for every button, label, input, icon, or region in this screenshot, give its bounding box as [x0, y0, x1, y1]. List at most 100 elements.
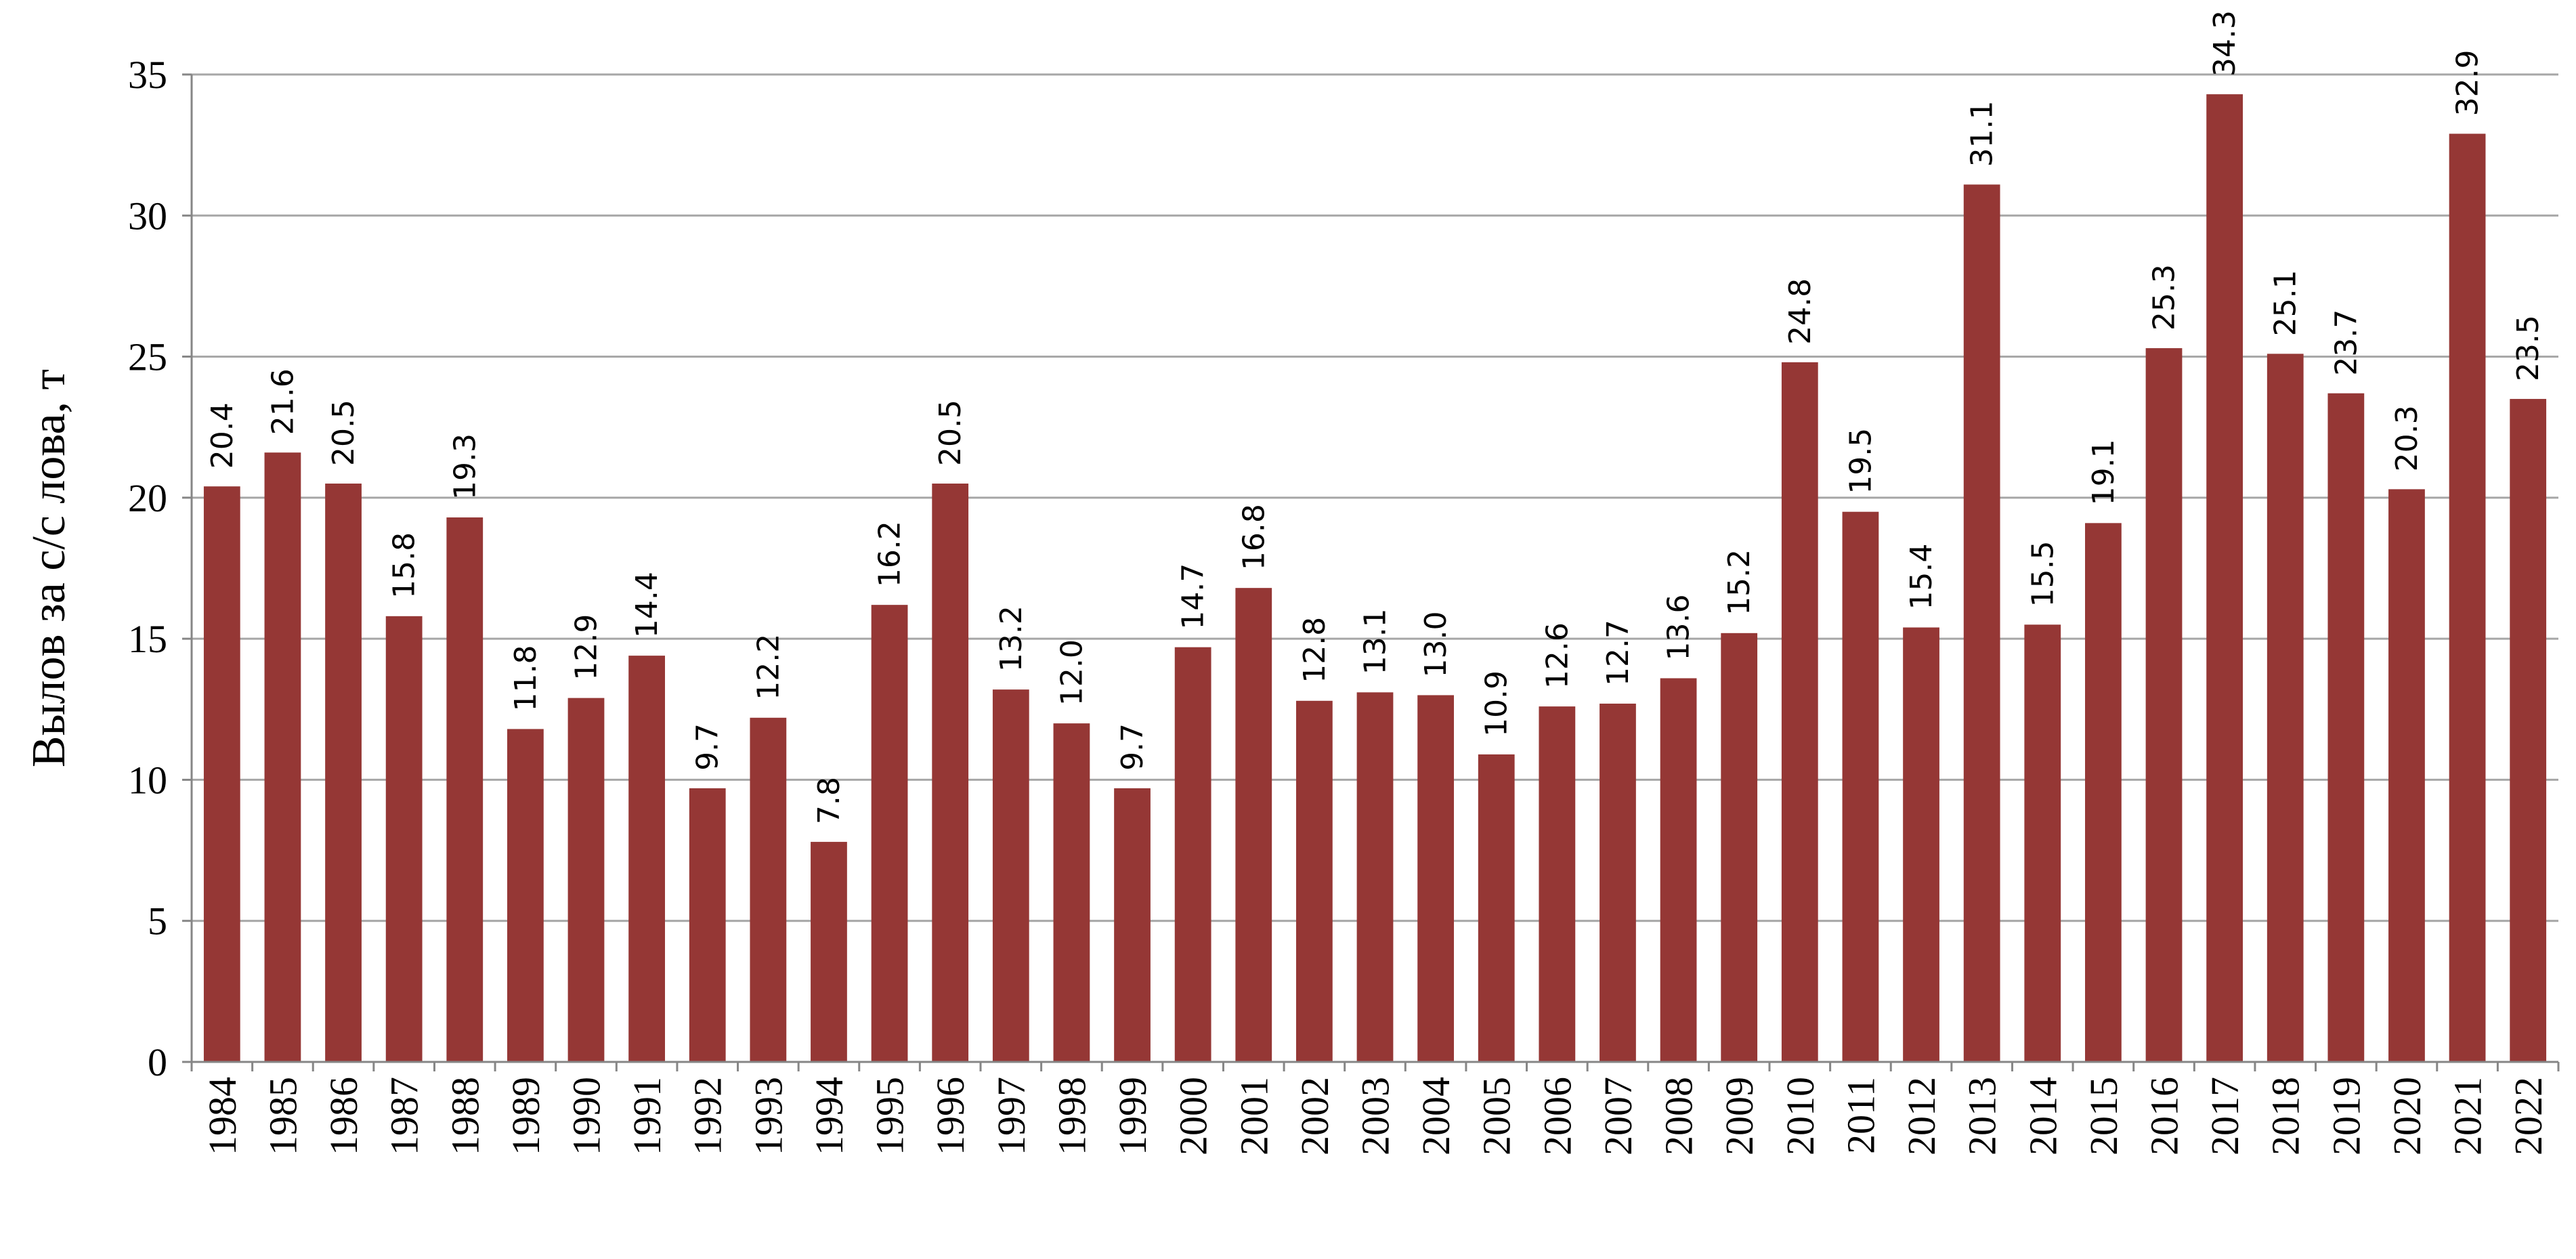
- bar: [1660, 678, 1697, 1062]
- x-tick-label: 2010: [1778, 1077, 1822, 1155]
- bar: [1721, 633, 1758, 1062]
- data-label: 21.6: [265, 368, 300, 435]
- bar: [567, 698, 605, 1062]
- bar: [1296, 700, 1333, 1062]
- x-tick-label: 1990: [565, 1077, 609, 1155]
- data-label: 19.3: [448, 433, 482, 500]
- x-tick-label: 2019: [2324, 1077, 2368, 1155]
- data-label: 12.8: [1297, 617, 1332, 683]
- x-tick-label: 1997: [989, 1077, 1033, 1155]
- data-label: 25.1: [2269, 270, 2303, 336]
- bar: [871, 605, 908, 1062]
- data-label: 9.7: [1115, 723, 1150, 771]
- bar: [811, 842, 847, 1062]
- bar: [2510, 399, 2547, 1062]
- bar: [750, 717, 787, 1062]
- x-tick-label: 2000: [1172, 1077, 1216, 1155]
- x-tick-label: 2008: [1657, 1077, 1701, 1155]
- bar: [1842, 511, 1879, 1062]
- data-label: 13.0: [1419, 611, 1453, 677]
- data-label: 20.3: [2390, 405, 2424, 471]
- data-label: 31.1: [1965, 100, 2000, 167]
- x-tick-label: 1992: [686, 1077, 730, 1155]
- data-label: 15.4: [1904, 544, 1939, 610]
- x-tick-label: 2022: [2506, 1077, 2550, 1155]
- bar: [385, 616, 423, 1062]
- bar: [1114, 788, 1151, 1062]
- x-tick-label: 1987: [383, 1077, 427, 1155]
- bar: [1356, 692, 1394, 1062]
- bar: [507, 729, 544, 1062]
- bar: [1903, 627, 1939, 1062]
- data-label: 16.2: [873, 521, 907, 587]
- x-tick-label: 2020: [2385, 1077, 2429, 1155]
- x-tick-label: 2005: [1475, 1077, 1519, 1155]
- data-label: 7.8: [812, 777, 846, 824]
- bar: [1235, 588, 1272, 1062]
- data-label: 23.7: [2329, 310, 2363, 376]
- bar: [446, 517, 484, 1062]
- bar: [2327, 393, 2365, 1062]
- bar: [1053, 723, 1090, 1062]
- data-label: 20.5: [326, 400, 361, 466]
- x-tick-label: 1984: [200, 1077, 244, 1155]
- bar: [1478, 754, 1515, 1062]
- data-label: 14.7: [1176, 563, 1211, 630]
- x-tick-label: 1989: [504, 1077, 548, 1155]
- x-tick-label: 2007: [1596, 1077, 1640, 1155]
- x-tick-label: 2021: [2446, 1077, 2490, 1155]
- bar: [689, 788, 726, 1062]
- bar: [1417, 695, 1454, 1062]
- data-label: 13.6: [1662, 594, 1696, 660]
- x-tick-label: 1998: [1050, 1077, 1094, 1155]
- bar: [628, 656, 665, 1062]
- bar: [1963, 184, 2000, 1062]
- data-label: 20.4: [205, 402, 240, 469]
- data-label: 32.9: [2451, 50, 2485, 116]
- x-tick-label: 2006: [1535, 1077, 1579, 1155]
- bar: [2449, 133, 2486, 1063]
- data-label: 12.7: [1601, 620, 1635, 686]
- data-label: 15.5: [2025, 540, 2060, 607]
- data-label: 11.8: [509, 645, 543, 711]
- x-tick-label: 2009: [1717, 1077, 1761, 1155]
- x-tick-label: 2013: [1960, 1077, 2004, 1155]
- y-tick-label: 20: [128, 476, 167, 520]
- data-label: 12.0: [1054, 639, 1089, 706]
- data-label: 23.5: [2511, 315, 2546, 381]
- data-label: 15.8: [387, 532, 422, 599]
- x-tick-label: 2017: [2203, 1077, 2247, 1155]
- bar: [203, 486, 240, 1062]
- x-tick-label: 2003: [1354, 1077, 1398, 1155]
- bar: [1781, 362, 1818, 1062]
- bar: [1174, 647, 1211, 1062]
- x-axis-ticks: 1984 1985 1986 1987 1988 1989 1990 1991 1992 1993…: [190, 1062, 2560, 1155]
- x-tick-label: 2004: [1414, 1077, 1458, 1155]
- data-label: 19.5: [1843, 428, 1878, 494]
- data-label: 15.2: [1722, 549, 1757, 616]
- bar: [2206, 94, 2243, 1062]
- x-tick-label: 1999: [1111, 1077, 1155, 1155]
- bar: [992, 689, 1029, 1062]
- data-label: 12.6: [1540, 622, 1574, 689]
- y-tick-label: 5: [148, 899, 167, 943]
- x-tick-label: 1985: [261, 1077, 305, 1155]
- x-tick-label: 1996: [928, 1077, 972, 1155]
- data-labels: 20.4 21.6 20.5 15.8 19.3 11.8 12.9 14.4 9.7 12.2 7…: [205, 10, 2546, 824]
- data-label: 25.3: [2147, 264, 2182, 330]
- data-label: 13.1: [1358, 608, 1393, 675]
- bar: [932, 484, 969, 1062]
- bar: [2145, 348, 2183, 1063]
- data-label: 19.1: [2086, 439, 2121, 505]
- data-label: 12.2: [751, 634, 786, 700]
- x-tick-label: 1988: [443, 1077, 487, 1155]
- bar: [2024, 624, 2061, 1062]
- bar: [325, 484, 362, 1062]
- x-tick-label: 2015: [2082, 1077, 2126, 1155]
- data-label: 9.7: [691, 723, 725, 771]
- x-tick-label: 1994: [807, 1077, 851, 1155]
- data-label: 20.5: [933, 400, 968, 466]
- data-label: 12.9: [570, 614, 604, 681]
- bars: [203, 94, 2547, 1063]
